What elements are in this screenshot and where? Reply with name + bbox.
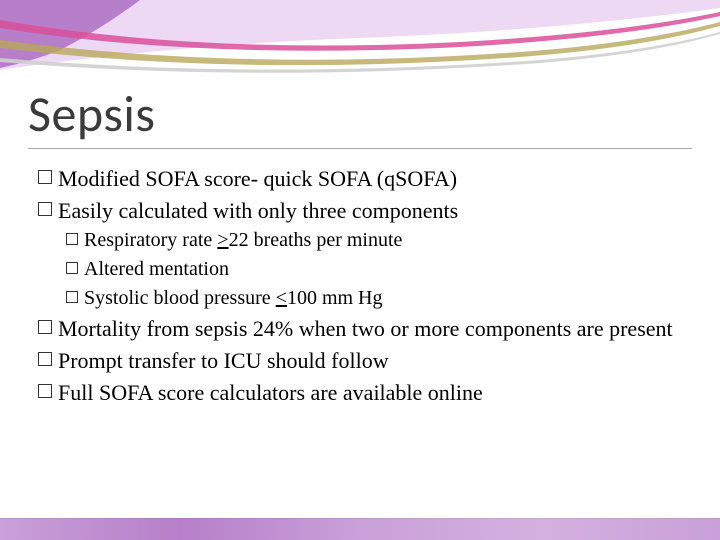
slide: Sepsis Modified SOFA score- quick SOFA (… — [0, 0, 720, 540]
text-underlined: > — [217, 229, 228, 251]
bullet-level1: Mortality from sepsis 24% when two or mo… — [38, 314, 688, 344]
slide-body: Modified SOFA score- quick SOFA (qSOFA) … — [38, 164, 688, 409]
hollow-square-bullet-icon — [38, 170, 52, 184]
bullet-level1: Easily calculated with only three compon… — [38, 196, 688, 226]
bottom-band-decoration — [0, 518, 720, 540]
bullet-text: Modified SOFA score- quick SOFA (qSOFA) — [58, 164, 457, 194]
bullet-text: Systolic blood pressure <100 mm Hg — [84, 285, 383, 312]
bullet-level1: Prompt transfer to ICU should follow — [38, 346, 688, 376]
slide-title: Sepsis — [28, 84, 155, 145]
hollow-square-bullet-icon — [38, 384, 52, 398]
bullet-text: Prompt transfer to ICU should follow — [58, 346, 389, 376]
hollow-square-bullet-icon — [66, 262, 78, 274]
hollow-square-bullet-icon — [38, 352, 52, 366]
hollow-square-bullet-icon — [38, 320, 52, 334]
bullet-level1: Modified SOFA score- quick SOFA (qSOFA) — [38, 164, 688, 194]
hollow-square-bullet-icon — [66, 291, 78, 303]
bullet-text: Full SOFA score calculators are availabl… — [58, 378, 483, 408]
bullet-level2: Altered mentation — [66, 256, 688, 283]
bullet-text: Respiratory rate >22 breaths per minute — [84, 227, 402, 254]
hollow-square-bullet-icon — [38, 202, 52, 216]
bullet-text: Easily calculated with only three compon… — [58, 196, 458, 226]
text-prefix: Respiratory rate — [84, 229, 217, 251]
title-underline — [28, 148, 692, 149]
bullet-level2: Respiratory rate >22 breaths per minute — [66, 227, 688, 254]
text-suffix: 22 breaths per minute — [229, 229, 403, 251]
text-prefix: Systolic blood pressure — [84, 287, 276, 309]
text-underlined: < — [276, 287, 287, 309]
hollow-square-bullet-icon — [66, 233, 78, 245]
bullet-text: Altered mentation — [84, 256, 229, 283]
bullet-level1: Full SOFA score calculators are availabl… — [38, 378, 688, 408]
bullet-text: Mortality from sepsis 24% when two or mo… — [58, 314, 673, 344]
text-suffix: 100 mm Hg — [287, 287, 383, 309]
top-swoosh-decoration — [0, 0, 720, 85]
bullet-level2: Systolic blood pressure <100 mm Hg — [66, 285, 688, 312]
